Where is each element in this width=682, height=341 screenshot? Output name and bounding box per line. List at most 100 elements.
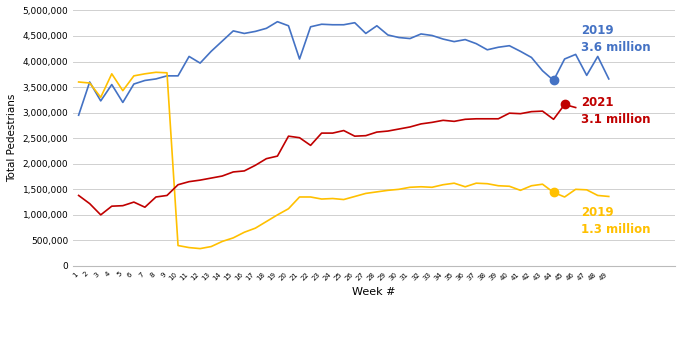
2021 [108, 204, 116, 208]
2020 [439, 183, 447, 187]
2020 [472, 181, 480, 185]
2019 [306, 25, 314, 29]
2019 [472, 42, 480, 46]
2021 [472, 117, 480, 121]
2020 [361, 191, 370, 195]
2021 [174, 183, 182, 187]
2019 [373, 24, 381, 28]
2021 [218, 174, 226, 178]
2019 [174, 74, 182, 78]
2019 [119, 100, 127, 104]
2020 [538, 182, 546, 186]
2020 [373, 190, 381, 194]
2019 [605, 77, 613, 81]
2019 [505, 44, 514, 48]
2019 [185, 55, 193, 59]
2021 [417, 122, 425, 126]
2019 [263, 26, 271, 30]
2019 [572, 53, 580, 57]
2021 [505, 111, 514, 115]
2020 [196, 247, 204, 251]
2019 [130, 82, 138, 86]
2021 [450, 119, 458, 123]
2020 [218, 239, 226, 243]
2019 [550, 78, 558, 83]
2021 [516, 112, 524, 116]
Text: 3.6 million: 3.6 million [581, 41, 651, 54]
2020 [140, 72, 149, 76]
2020 [163, 71, 171, 75]
2021 [406, 125, 414, 129]
2021 [538, 109, 546, 113]
2020 [516, 188, 524, 192]
2020 [273, 213, 282, 217]
2021 [119, 204, 127, 208]
2020 [428, 185, 436, 189]
Y-axis label: Total Pedestrians: Total Pedestrians [7, 94, 17, 182]
2021 [395, 127, 403, 131]
Line: 2019: 2019 [78, 22, 609, 115]
2021 [351, 134, 359, 138]
2021 [439, 118, 447, 122]
2019 [582, 73, 591, 77]
2021 [373, 130, 381, 134]
2019 [74, 113, 83, 117]
2020 [284, 207, 293, 211]
2019 [218, 39, 226, 43]
2021 [361, 134, 370, 138]
2021 [561, 102, 569, 106]
2019 [273, 20, 282, 24]
2019 [561, 57, 569, 61]
2020 [605, 194, 613, 198]
2020 [207, 244, 216, 249]
2019 [295, 57, 303, 61]
2019 [450, 40, 458, 44]
2021 [273, 154, 282, 158]
Text: 2021: 2021 [581, 96, 614, 109]
2021 [318, 131, 326, 135]
2021 [163, 193, 171, 197]
2021 [185, 180, 193, 184]
2020 [406, 185, 414, 189]
2020 [484, 182, 492, 186]
2021 [207, 176, 216, 180]
2019 [340, 23, 348, 27]
2021 [384, 129, 392, 133]
2020 [295, 195, 303, 199]
2021 [550, 117, 558, 121]
2019 [461, 38, 469, 42]
2019 [527, 56, 535, 60]
2021 [295, 136, 303, 140]
2021 [240, 169, 248, 173]
2019 [395, 35, 403, 40]
2020 [251, 226, 259, 230]
2019 [140, 78, 149, 83]
2021 [251, 163, 259, 167]
2020 [174, 243, 182, 248]
2020 [329, 196, 337, 201]
2021 [340, 129, 348, 133]
2021 [74, 193, 83, 197]
2021 [306, 143, 314, 147]
2021 [196, 178, 204, 182]
2020 [340, 197, 348, 202]
2020 [119, 89, 127, 93]
Text: 3.1 million: 3.1 million [581, 113, 651, 126]
2020 [85, 81, 93, 85]
2020 [351, 194, 359, 198]
Text: 2019: 2019 [581, 25, 614, 38]
2020 [461, 185, 469, 189]
2020 [505, 184, 514, 188]
2020 [384, 188, 392, 192]
2021 [461, 117, 469, 121]
2020 [395, 187, 403, 191]
2020 [593, 193, 602, 197]
2021 [152, 195, 160, 199]
2021 [97, 213, 105, 217]
2020 [550, 190, 558, 194]
2019 [108, 83, 116, 87]
2019 [384, 33, 392, 37]
2021 [263, 157, 271, 161]
2019 [406, 36, 414, 41]
2019 [439, 37, 447, 41]
